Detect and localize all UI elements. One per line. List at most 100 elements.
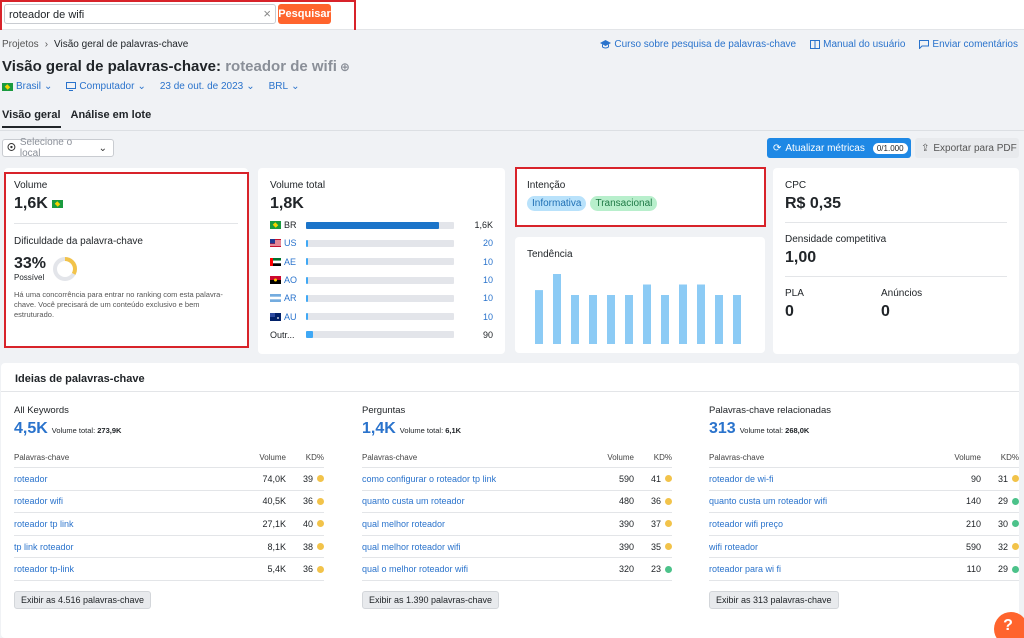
keyword-kd: 23 (634, 564, 672, 574)
country-bar (306, 276, 454, 284)
brazil-flag-icon (2, 82, 13, 91)
keyword-link[interactable]: roteador de wi-fi (709, 473, 774, 484)
keyword-link[interactable]: roteador tp-link (14, 564, 75, 575)
trend-chart (535, 274, 741, 344)
table-row: roteador wifi preço 210 30 (709, 513, 1019, 536)
density-value: 1,00 (785, 249, 817, 266)
update-metrics-button[interactable]: ⟳ Atualizar métricas 0/1.000 (767, 138, 911, 158)
keyword-link[interactable]: roteador wifi preço (709, 518, 784, 529)
kd-dot-icon (317, 520, 324, 528)
country-row: US 20 (270, 234, 493, 252)
country-filter[interactable]: Brasil ⌄ (2, 81, 52, 92)
intent-label: Intenção (527, 180, 566, 191)
country-volume: 10 (482, 293, 493, 304)
highlight-volume (4, 172, 249, 348)
table-header: Palavras-chave Volume KD% (362, 448, 672, 468)
total-volume-value: 1,8K (270, 195, 304, 212)
keyword-kd: 30 (981, 519, 1019, 529)
keyword-kd: 39 (286, 474, 324, 484)
table-row: roteador tp-link 5,4K 36 (14, 558, 324, 581)
keyword-volume: 8,1K (267, 541, 286, 552)
show-all-keywords-button[interactable]: Exibir as 313 palavras-chave (709, 590, 839, 609)
keyword-link[interactable]: qual melhor roteador (362, 518, 446, 529)
column-heading: All Keywords (14, 405, 69, 416)
table-row: quanto custa um roteador wifi 140 29 (709, 491, 1019, 514)
search-button[interactable]: Pesquisar (278, 4, 331, 24)
column-count[interactable]: 1,4K (362, 420, 396, 437)
country-bar (306, 313, 454, 321)
page-header: Projetos › Visão geral de palavras-chave… (0, 30, 1024, 160)
country-volume: 10 (482, 256, 493, 267)
keyword-link[interactable]: roteador (14, 473, 48, 484)
location-pin-icon (7, 143, 16, 151)
date-filter[interactable]: 23 de out. de 2023 ⌄ (159, 81, 255, 92)
keyword-volume: 110 (966, 564, 981, 575)
keyword-link[interactable]: roteador wifi (14, 496, 64, 507)
keyword-link[interactable]: quanto custa um roteador (362, 496, 465, 507)
help-button[interactable]: ? (994, 612, 1024, 638)
course-link[interactable]: Curso sobre pesquisa de palavras-chave (600, 39, 796, 50)
brazil-flag-icon (270, 221, 281, 230)
country-bar (306, 258, 454, 266)
total-volume-card: Volume total 1,8K BR 1,6K US 20 AE 10 AO 10 AR 10… (258, 168, 505, 354)
keyword-link[interactable]: qual o melhor roteador wifi (362, 564, 469, 575)
device-filter[interactable]: Computador ⌄ (66, 81, 146, 92)
keyword-volume: 27,1K (262, 518, 286, 529)
kd-dot-icon (1012, 497, 1019, 505)
comment-icon (919, 40, 930, 49)
keyword-kd: 38 (286, 542, 324, 552)
search-box[interactable]: × (4, 4, 276, 24)
column-count[interactable]: 313 (709, 420, 736, 437)
country-code: US (284, 238, 297, 249)
show-all-keywords-button[interactable]: Exibir as 4.516 palavras-chave (14, 590, 152, 609)
country-volume: 10 (482, 311, 493, 322)
country-code: Outr... (270, 329, 295, 340)
density-label: Densidade competitiva (785, 234, 887, 245)
manual-link[interactable]: Manual do usuário (810, 39, 905, 50)
trend-bar (625, 295, 633, 344)
ideas-title: Ideias de palavras-chave (15, 373, 145, 385)
keyword-link[interactable]: wifi roteador (709, 541, 759, 552)
currency-filter[interactable]: BRL ⌄ (268, 81, 300, 92)
keyword-volume: 390 (618, 541, 634, 552)
kd-description: Há uma concorrência para entrar no ranki… (14, 290, 223, 319)
table-row: roteador de wi-fi 90 31 (709, 468, 1019, 491)
column-count[interactable]: 4,5K (14, 420, 48, 437)
search-input[interactable] (9, 7, 259, 22)
keyword-link[interactable]: roteador para wi fi (709, 564, 782, 575)
clear-icon[interactable]: × (263, 6, 271, 21)
location-select[interactable]: Selecione o local ⌄ (2, 137, 114, 159)
export-pdf-button[interactable]: ⇪ Exportar para PDF (915, 138, 1019, 158)
tab-batch[interactable]: Análise em lote (70, 109, 152, 121)
breadcrumb-projects[interactable]: Projetos (2, 39, 39, 50)
keyword-kd: 35 (634, 542, 672, 552)
keyword-link[interactable]: qual melhor roteador wifi (362, 541, 461, 552)
feedback-link[interactable]: Enviar comentários (919, 39, 1018, 50)
kd-dot-icon (1012, 520, 1019, 528)
keyword-kd: 31 (981, 474, 1019, 484)
keyword-link[interactable]: tp link roteador (14, 541, 74, 552)
column-heading: Palavras-chave relacionadas (709, 405, 831, 416)
keyword-link[interactable]: como configurar o roteador tp link (362, 473, 497, 484)
keyword-kd: 36 (286, 496, 324, 506)
volume-value: 1,6K (14, 195, 238, 213)
kd-dot-icon (665, 543, 672, 551)
country-volume: 1,6K (474, 220, 493, 231)
show-all-keywords-button[interactable]: Exibir as 1.390 palavras-chave (362, 590, 500, 609)
keyword-kd: 40 (286, 519, 324, 529)
kd-donut (53, 256, 78, 281)
breadcrumb: Projetos › Visão geral de palavras-chave (2, 39, 188, 50)
total-volume-label: Volume total (270, 180, 326, 191)
table-row: quanto custa um roteador 480 36 (362, 491, 672, 514)
keyword-link[interactable]: quanto custa um roteador wifi (709, 496, 828, 507)
country-code: AR (284, 293, 297, 304)
kd-dot-icon (317, 497, 324, 505)
chevron-down-icon: ⌄ (98, 142, 107, 154)
intent-tag-transactional: Transacional (590, 196, 658, 211)
kd-dot-icon (317, 565, 324, 573)
keyword-link[interactable]: roteador tp link (14, 518, 74, 529)
filters: Brasil ⌄ Computador ⌄ 23 de out. de 2023 ⌄ … (2, 81, 299, 92)
cpc-card: CPC R$ 0,35 Densidade competitiva 1,00 P… (773, 168, 1019, 354)
tab-overview[interactable]: Visão geral (2, 109, 61, 128)
add-circle-icon[interactable]: ⊕ (339, 60, 350, 74)
